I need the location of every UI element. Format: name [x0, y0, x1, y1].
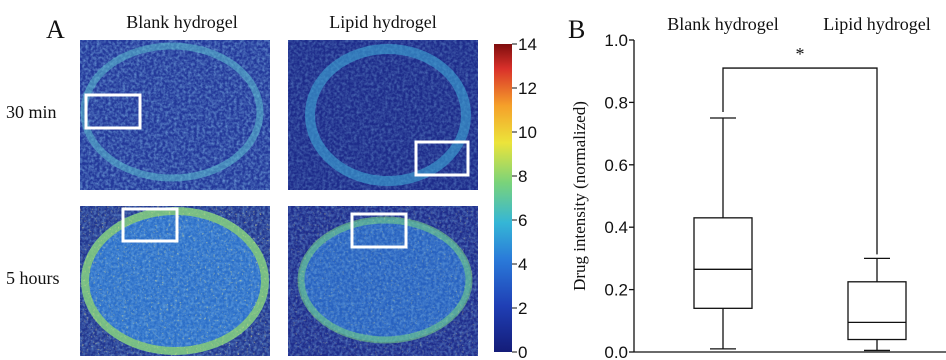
image-5hours-blank — [80, 206, 270, 356]
box-iqr — [693, 217, 753, 309]
panel-a-letter: A — [46, 15, 65, 44]
colorbar-tick-label: 2 — [518, 299, 527, 318]
colorbar-tick-label: 6 — [518, 211, 527, 230]
significance-bracket: * — [722, 44, 878, 255]
roi-box — [121, 207, 179, 243]
roi-box — [414, 140, 470, 177]
colorbar — [494, 44, 512, 352]
image-5hours-lipid — [288, 206, 478, 356]
column-title-lipid: Lipid hydrogel — [329, 12, 436, 32]
y-tick-label: 0.4 — [604, 218, 628, 237]
box-lipid-hydrogel — [847, 257, 907, 352]
column-title-blank: Blank hydrogel — [126, 12, 237, 32]
image-30min-blank — [80, 40, 270, 190]
roi-box — [84, 93, 142, 130]
colorbar-tick-label: 10 — [518, 123, 537, 142]
colorbar-ticks: 0 2 4 6 8 10 12 14 — [512, 35, 537, 360]
box-blank-hydrogel — [693, 117, 753, 350]
significance-label: * — [796, 44, 805, 64]
y-tick-label: 1.0 — [604, 31, 628, 50]
colorbar-tick-label: 14 — [518, 35, 537, 54]
y-tick-label: 0.8 — [604, 93, 628, 112]
colorbar-tick-label: 8 — [518, 167, 527, 186]
box-iqr — [847, 281, 907, 341]
row-title-5hours: 5 hours — [6, 268, 60, 288]
row-title-30min: 30 min — [6, 102, 57, 122]
boxplot-area: 0.0 0.2 0.4 0.6 0.8 1.0 Blank hydrogel Lipid hy… — [604, 14, 946, 360]
colorbar-tick-label: 4 — [518, 255, 527, 274]
ylabel: Drug intensity (normalized) — [570, 101, 589, 291]
y-tick-label: 0.2 — [604, 281, 628, 300]
y-tick-label: 0.6 — [604, 156, 628, 175]
x-category-label: Blank hydrogel — [667, 14, 778, 34]
roi-box — [350, 212, 408, 249]
panel-b-letter: B — [568, 15, 585, 44]
y-tick-label: 0.0 — [604, 343, 628, 360]
image-30min-lipid — [288, 40, 478, 190]
x-category-label: Lipid hydrogel — [823, 14, 930, 34]
colorbar-tick-label: 0 — [518, 343, 527, 360]
colorbar-tick-label: 12 — [518, 79, 537, 98]
